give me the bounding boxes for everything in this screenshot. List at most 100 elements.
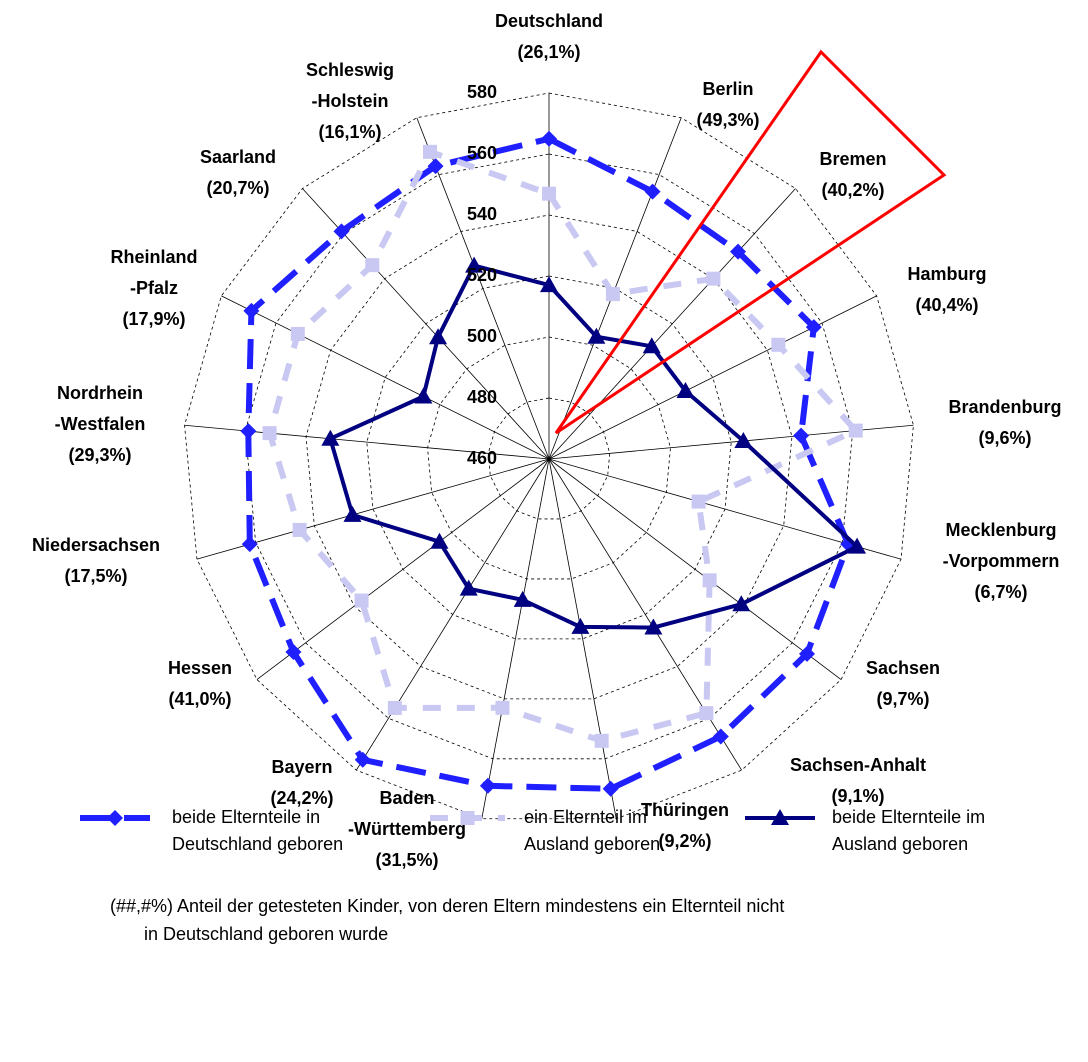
marker [805,319,822,336]
marker [354,751,371,768]
marker [465,256,484,273]
category-label: Bayern [271,757,332,777]
series-line [245,135,852,792]
category-label: Thüringen [641,800,729,820]
spoke [548,295,877,460]
marker [513,590,532,607]
r-tick-label: 480 [467,387,497,407]
r-tick-label: 580 [467,82,497,102]
marker [541,130,557,147]
category-label: -Pfalz [130,278,178,298]
marker [479,777,496,794]
marker [292,522,307,537]
marker [343,505,362,522]
marker [495,700,510,715]
category-label: Nordrhein [57,383,143,403]
category-label: (31,5%) [375,850,438,870]
marker [848,423,863,438]
marker [602,780,619,797]
grid-ring [305,214,793,700]
grid-ring [366,275,732,640]
marker [702,573,717,588]
series-line [266,148,859,744]
marker [354,593,369,608]
category-label: (9,6%) [978,428,1031,448]
marker [848,537,867,554]
marker [243,302,260,319]
marker [240,423,257,440]
marker [290,326,305,341]
marker [594,733,609,748]
marker [542,186,556,201]
category-label: Bremen [819,149,886,169]
marker [427,158,444,175]
marker [644,618,663,635]
marker [793,427,810,444]
r-tick-label: 560 [467,143,497,163]
marker [587,327,606,344]
marker [571,617,590,634]
footnote: (##,#%) Anteil der getesteten Kinder, vo… [110,896,784,916]
marker [241,536,258,553]
category-label: Sachsen-Anhalt [790,755,926,775]
category-label: (49,3%) [696,110,759,130]
marker [771,337,786,352]
marker [644,183,661,200]
category-label: (40,4%) [915,295,978,315]
legend-label: beide Elternteile im [832,807,985,827]
category-label: Brandenburg [948,397,1061,417]
category-label: (6,7%) [974,582,1027,602]
legend-label: Ausland geboren [832,834,968,854]
footnote: in Deutschland geboren wurde [144,924,388,944]
r-tick-label: 460 [467,448,497,468]
labels: 460 480 500 520 540 560 580 Deutschland (26,1%) B… [32,11,1062,944]
category-label: Baden [379,788,434,808]
category-label: (16,1%) [318,122,381,142]
category-label: Deutschland [495,11,603,31]
category-label: (20,7%) [206,178,269,198]
category-label: -Württemberg [348,819,466,839]
marker [414,387,433,404]
marker [771,809,789,825]
category-label: (9,1%) [831,786,884,806]
marker [732,595,751,612]
marker [262,426,277,441]
marker [365,258,380,273]
spoke [548,458,617,819]
category-label: Hamburg [907,264,986,284]
marker [430,532,449,549]
category-label: Niedersachsen [32,535,160,555]
spoke [416,117,550,460]
marker [691,494,706,509]
r-tick-label: 500 [467,326,497,346]
category-label: Mecklenburg [945,520,1056,540]
marker [460,811,475,825]
category-label: Schleswig [306,60,394,80]
marker [706,271,721,286]
marker [333,223,350,240]
marker [321,429,340,446]
marker [285,643,302,660]
marker [423,144,438,159]
r-tick-label: 540 [467,204,497,224]
category-label: Saarland [200,147,276,167]
category-label: Rheinland [110,247,197,267]
spoke [548,188,796,460]
category-label: -Vorpommern [943,551,1060,571]
marker [642,337,661,354]
highlight-triangle [554,49,947,435]
category-label: (41,0%) [168,689,231,709]
category-label: (9,2%) [658,831,711,851]
marker [540,276,558,293]
legend-label: ein Elternteil im [524,807,647,827]
marker [387,700,402,715]
series-line [328,263,859,630]
marker [798,645,815,662]
marker [730,243,747,260]
marker [676,382,695,399]
marker [429,328,448,345]
marker [712,728,729,745]
spoke [548,458,842,680]
category-label: (17,5%) [64,566,127,586]
